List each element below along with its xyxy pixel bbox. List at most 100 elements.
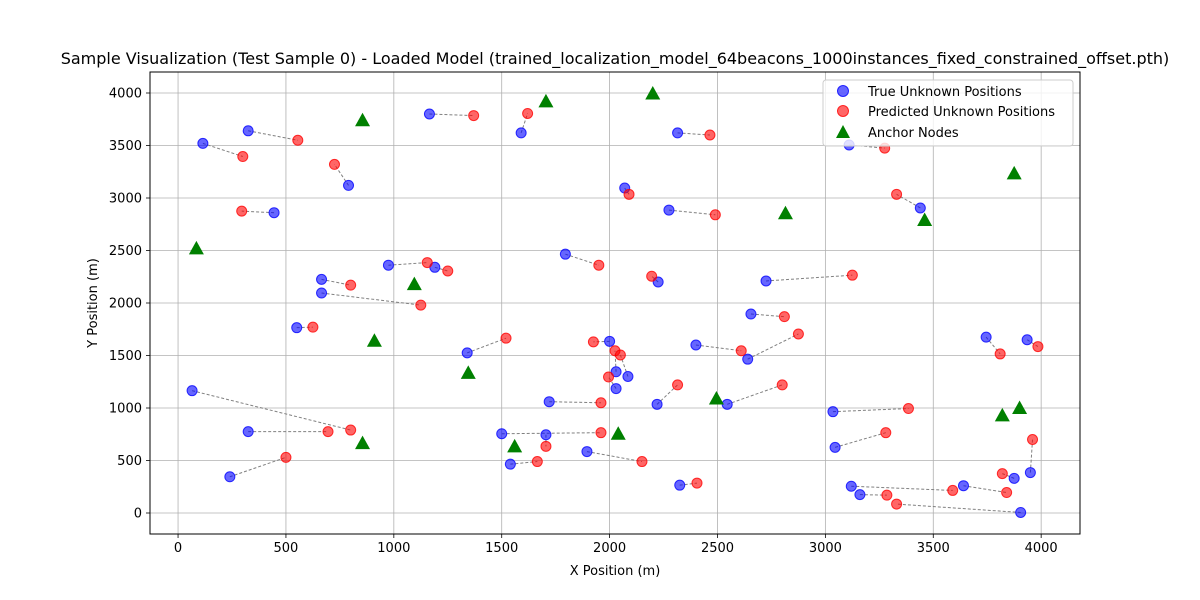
true-position-point [829,441,841,453]
predicted-position-point [468,110,480,122]
true-position-point [343,179,355,191]
connector-line [963,485,1007,494]
true-position-point [1008,472,1020,484]
predicted-position-point [881,489,893,501]
y-tick-label: 3000 [109,192,142,207]
predicted-position-point [587,336,599,348]
legend-box [822,79,1074,147]
connector-line [202,142,243,157]
connector-line [695,344,742,352]
connector-line [727,384,783,405]
x-tick-label: 3500 [917,541,950,556]
true-position-point [980,331,992,343]
connector-line [248,130,298,141]
true-position-point [461,347,473,359]
anchor-node-point [538,93,554,108]
true-position-point [291,322,303,334]
predicted-position-point [345,279,357,291]
connector-line [429,113,474,117]
true-position-point [674,479,686,491]
predicted-position-point [292,134,304,146]
y-axis-ticks: 0 500 1000 1500 2000 2500 3000 3500 4000 [109,87,150,522]
true-position-point [760,275,772,287]
predicted-position-point [345,424,357,436]
anchor-node-point [507,438,523,453]
true-position-point [672,127,684,139]
anchor-node-point [1006,165,1022,180]
true-position-point [382,259,394,271]
predicted-position-point [442,265,454,277]
y-tick-label: 1000 [109,402,142,417]
predicted-position-point [328,158,340,170]
connector-line [467,337,507,354]
true-position-point [622,371,634,382]
anchor-node-point [917,212,933,227]
anchor-node-point [188,240,204,255]
true-position-point [663,204,675,216]
x-tick-label: 1000 [377,541,410,556]
true-position-point [224,471,236,483]
connector-line [586,451,643,463]
true-position-point [423,108,435,120]
true-position-point [845,480,857,492]
predicted-position-point [540,440,552,452]
true-position-point [186,385,198,397]
y-tick-label: 500 [117,454,142,469]
x-tick-label: 4000 [1025,541,1058,556]
true-position-point [197,137,209,149]
predicted-position-point [603,371,615,383]
x-axis-label: X Position (m) [570,564,661,579]
true-position-point [504,458,516,470]
anchor-node-point [610,426,626,440]
x-tick-label: 2500 [701,541,734,556]
y-tick-label: 1500 [109,349,142,364]
true-position-point [242,426,254,438]
legend-label-pred: Predicted Unknown Positions [868,105,1055,120]
true-position-point [1015,506,1027,518]
connector-line [565,253,599,266]
predicted-position-point [704,129,716,141]
predicted-position-point [623,188,635,200]
predicted-position-point [994,348,1006,360]
connector-line [1029,439,1034,473]
predicted-position-point [891,498,903,510]
predicted-position-point [593,259,605,271]
true-position-point [540,429,552,441]
true-position-point [242,125,254,137]
x-tick-label: 500 [274,541,299,556]
connector-line [549,401,601,404]
chart-title: Sample Visualization (Test Sample 0) - L… [61,49,1170,69]
anchor-node-point [460,365,476,379]
predicted-position-point [1032,341,1044,353]
predicted-position-point [902,403,914,415]
y-tick-label: 0 [134,507,142,522]
predicted-position-point [415,299,427,311]
true-position-point [610,383,622,395]
predicted-position-point [614,349,626,361]
predicted-position-point [996,468,1008,480]
connector-line [834,432,886,448]
true-position-point [651,398,663,410]
predicted-position-point [891,188,903,200]
predicted-position-point [500,332,512,344]
true-position-point [1021,334,1033,346]
anchor-node-point [645,86,661,100]
connector-line [832,408,909,413]
true-position-point [827,406,839,418]
true-position-point [1024,467,1036,479]
true-position-point [745,308,757,320]
connector-line [766,274,853,282]
predicted-position-point [1001,487,1013,499]
y-tick-label: 4000 [109,87,142,102]
predicted-position-point [595,427,607,439]
connector-line [321,292,421,306]
y-tick-label: 2500 [109,244,142,259]
anchor-node-point [406,276,422,291]
predicted-position-point [522,107,534,119]
predicted-position-point [595,397,607,409]
x-tick-label: 3000 [809,541,842,556]
legend: True Unknown Positions Predicted Unknown… [822,79,1074,147]
predicted-position-point [236,205,248,217]
legend-marker-pred [837,105,849,117]
